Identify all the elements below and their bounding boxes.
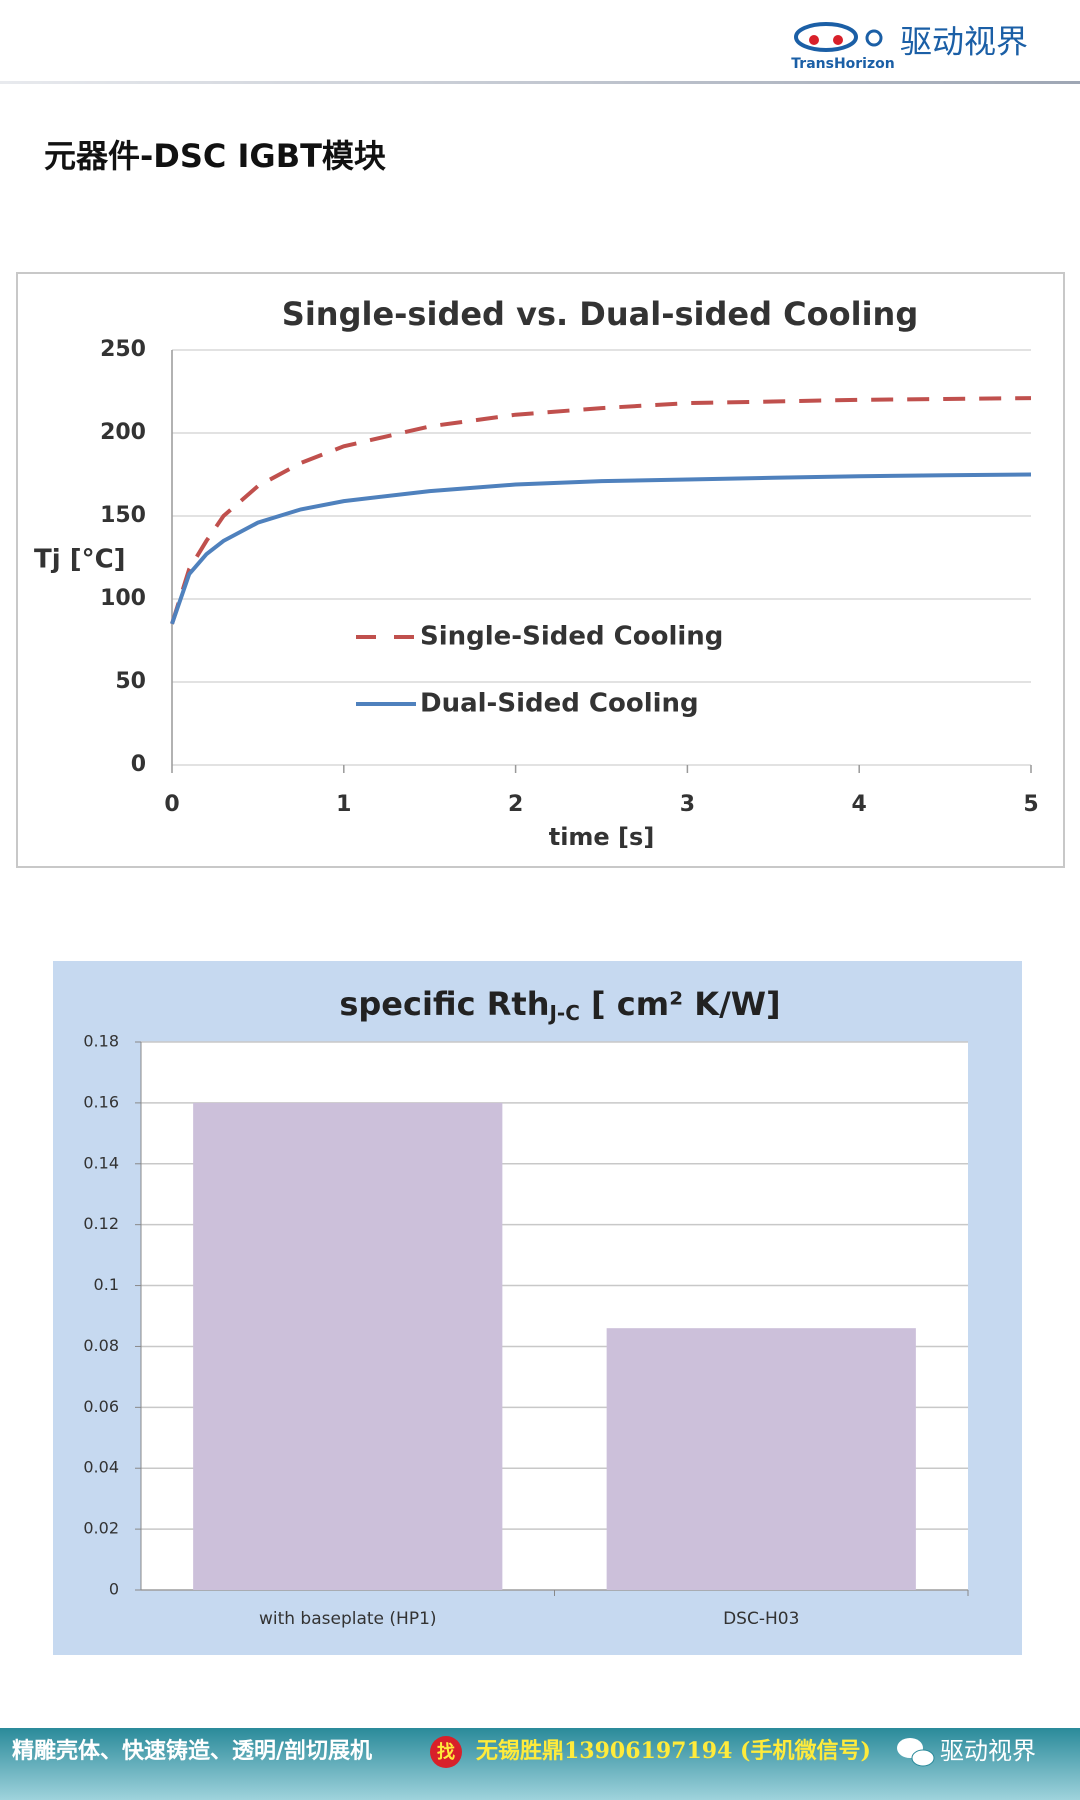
y-tick-label: 100 — [100, 586, 146, 611]
y-tick-label: 250 — [100, 337, 146, 362]
y-tick-label: 0.08 — [83, 1336, 119, 1355]
footer-contact: 无锡胜鼎13906197194 (手机微信号) — [476, 1738, 871, 1764]
series-line — [170, 472, 1032, 625]
x-tick-label: 5 — [1023, 792, 1038, 817]
footer-brand: 驱动视界 — [940, 1737, 1036, 1765]
title-part: specific Rth — [339, 985, 549, 1023]
y-tick-label: 200 — [100, 420, 146, 445]
x-tick-label: 3 — [680, 792, 695, 817]
y-tick-label: 0.16 — [83, 1092, 119, 1111]
x-tick-label: 1 — [336, 792, 351, 817]
y-tick-label: 150 — [100, 503, 146, 528]
x-tick-label: 0 — [164, 792, 179, 817]
x-tick-label: with baseplate (HP1) — [259, 1609, 437, 1629]
bar — [606, 1328, 916, 1590]
legend-label: Single-Sided Cooling — [420, 622, 723, 652]
x-tick-label: 2 — [508, 792, 523, 817]
x-axis-label: time [s] — [549, 823, 655, 851]
y-tick-label: 0.04 — [83, 1458, 119, 1477]
bar — [193, 1102, 503, 1590]
wechat-icon — [897, 1738, 935, 1767]
x-tick-label: DSC-H03 — [723, 1609, 799, 1629]
y-tick-label: 0.12 — [83, 1214, 119, 1233]
footer-text: 精雕壳体、快速铸造、透明/剖切展机 — [12, 1738, 372, 1764]
y-tick-label: 0.02 — [83, 1519, 119, 1538]
title-part: [ cm² K/W] — [580, 985, 781, 1023]
y-tick-label: 0.06 — [83, 1397, 119, 1416]
y-tick-label: 0.18 — [83, 1032, 119, 1051]
brand-en: TransHorizon — [791, 56, 894, 72]
brand-cn: 驱动视界 — [900, 23, 1028, 61]
y-tick-label: 0.14 — [83, 1153, 119, 1172]
badge-text: 找 — [437, 1741, 455, 1763]
legend-label: Dual-Sided Cooling — [420, 689, 699, 719]
y-tick-label: 50 — [115, 669, 146, 694]
y-axis-label: Tj [°C] — [34, 545, 126, 575]
y-tick-label: 0 — [131, 752, 146, 777]
logo — [794, 22, 883, 52]
page-title: 元器件-DSC IGBT模块 — [44, 137, 386, 175]
header-line — [0, 81, 1080, 84]
y-tick-label: 0 — [109, 1580, 119, 1599]
chart-title: specific RthJ-C [ cm² K/W] — [339, 985, 780, 1025]
title-sub: J-C — [547, 1001, 579, 1025]
x-tick-label: 4 — [852, 792, 867, 817]
chart-title: Single-sided vs. Dual-sided Cooling — [282, 295, 918, 333]
badge — [430, 1736, 462, 1768]
footer-bar — [0, 1728, 1080, 1800]
y-tick-label: 0.1 — [94, 1275, 119, 1294]
chart-frame — [16, 272, 1065, 868]
